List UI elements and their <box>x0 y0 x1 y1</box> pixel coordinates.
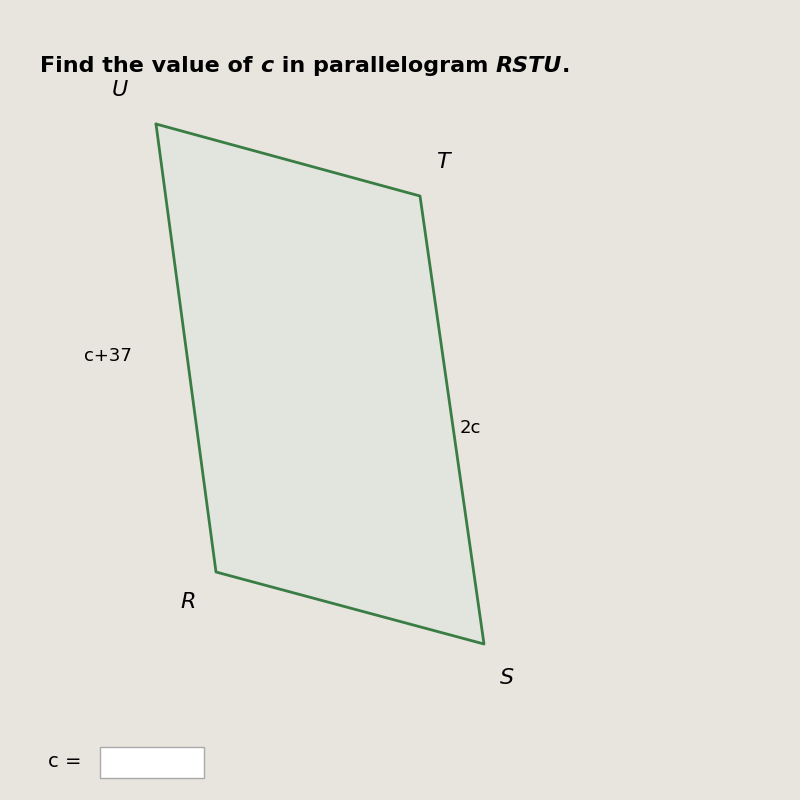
Text: RSTU: RSTU <box>496 56 562 76</box>
Text: T: T <box>436 152 450 172</box>
Polygon shape <box>156 124 484 644</box>
Text: R: R <box>181 592 196 612</box>
Text: c: c <box>260 56 274 76</box>
Text: U: U <box>112 80 128 100</box>
Text: in parallelogram: in parallelogram <box>274 56 496 76</box>
Text: S: S <box>500 668 514 688</box>
Text: Find the value of: Find the value of <box>40 56 260 76</box>
Text: c =: c = <box>48 752 82 771</box>
Text: 2c: 2c <box>460 419 482 437</box>
Text: .: . <box>562 56 570 76</box>
FancyBboxPatch shape <box>100 747 204 778</box>
Text: c+37: c+37 <box>84 347 132 365</box>
